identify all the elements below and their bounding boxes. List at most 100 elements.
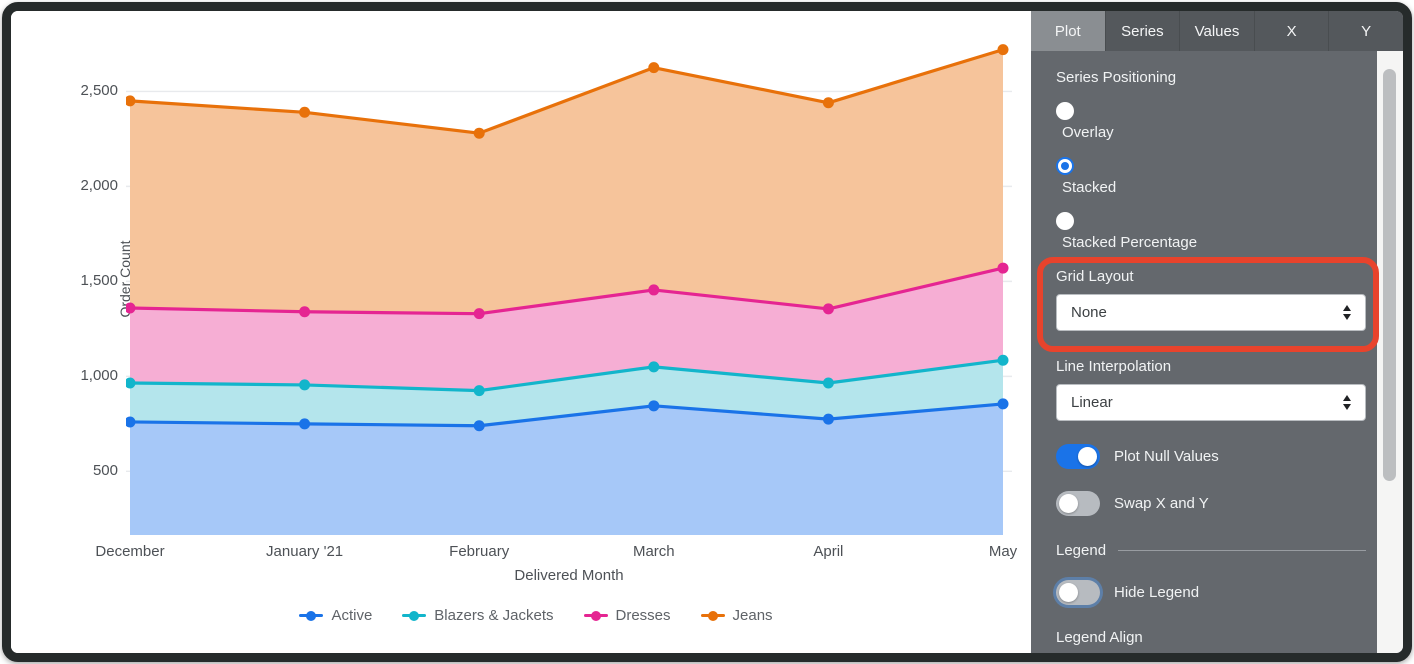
grid-layout-group: Grid Layout None (1037, 257, 1379, 352)
data-point (473, 308, 485, 320)
data-point (473, 127, 485, 139)
legend-marker-icon (583, 610, 608, 622)
data-point (997, 354, 1009, 366)
grid-layout-value: None (1071, 304, 1107, 321)
legend-section-title: Legend (1056, 542, 1107, 559)
data-point (126, 416, 136, 428)
swap-x-and-y-label: Swap X and Y (1114, 495, 1209, 512)
y-tick-label: 2,500 (80, 82, 118, 100)
legend-item-label: Blazers & Jackets (434, 607, 554, 624)
area-band-jeans (130, 49, 1003, 314)
x-tick-label: May (988, 543, 1018, 560)
data-point (997, 398, 1009, 410)
data-point (299, 106, 311, 118)
series-line-active (128, 402, 1005, 428)
data-point (822, 303, 834, 315)
data-point (648, 284, 660, 296)
tab-series[interactable]: Series (1104, 11, 1180, 51)
y-tick-label: 1,500 (80, 272, 118, 290)
radio-option-stacked[interactable]: Stacked (1056, 157, 1366, 196)
legend-align-label: Legend Align (1056, 629, 1143, 646)
chart-legend: Active Blazers & Jackets Dresses Jeans (51, 607, 1021, 624)
y-tick-label: 1,000 (80, 367, 118, 385)
data-point (648, 62, 660, 74)
legend-item-active[interactable]: Active (299, 607, 372, 624)
panel-scrollbar-thumb[interactable] (1383, 69, 1396, 481)
section-divider (1118, 550, 1366, 551)
data-point (126, 95, 136, 107)
radio-option-stacked-percentage[interactable]: Stacked Percentage (1056, 212, 1366, 251)
radio-unselected-icon[interactable] (1056, 212, 1074, 230)
hide-legend-label: Hide Legend (1114, 584, 1200, 601)
x-tick-label: March (632, 543, 675, 560)
series-positioning-label: Series Positioning (1056, 69, 1177, 86)
radio-selected-icon[interactable] (1056, 157, 1074, 175)
legend-item-jeans[interactable]: Jeans (700, 607, 773, 624)
plot-null-values-row: Plot Null Values (1056, 444, 1366, 469)
series-line-dresses (128, 266, 1005, 316)
hide-legend-row: Hide Legend (1056, 580, 1366, 605)
updown-arrows-icon (1343, 395, 1351, 410)
data-point (997, 44, 1009, 56)
data-point (648, 400, 660, 412)
legend-item-label: Jeans (732, 607, 773, 624)
radio-option-overlay[interactable]: Overlay (1056, 102, 1366, 141)
data-point (473, 385, 485, 397)
data-point (822, 97, 834, 109)
line-interpolation-value: Linear (1071, 394, 1113, 411)
legend-section-header: Legend (1056, 542, 1366, 559)
config-panel: Plot Series Values X Y Series Positioning Ov… (1031, 11, 1403, 653)
plot-null-values-label: Plot Null Values (1114, 448, 1219, 465)
line-interpolation-label: Line Interpolation (1056, 358, 1172, 375)
swap-x-and-y-toggle[interactable] (1056, 491, 1100, 516)
panel-scrollbar-track[interactable] (1377, 51, 1403, 653)
legend-marker-icon (299, 610, 324, 622)
tab-x[interactable]: X (1253, 11, 1329, 51)
radio-option-label: Overlay (1062, 124, 1114, 141)
data-point (299, 306, 311, 318)
tab-y[interactable]: Y (1328, 11, 1403, 51)
x-tick-label: February (449, 543, 510, 560)
panel-body: Series Positioning Overlay Stacked Stacked… (1031, 51, 1379, 653)
panel-tabbar: Plot Series Values X Y (1031, 11, 1403, 51)
data-point (299, 379, 311, 391)
swap-x-y-row: Swap X and Y (1056, 491, 1366, 516)
line-interpolation-select[interactable]: Linear (1056, 384, 1366, 421)
legend-marker-icon (402, 610, 427, 622)
x-tick-label: December (95, 543, 165, 560)
area-band-blazers-jackets (130, 360, 1003, 426)
chart-area: Order Count 500 1,000 1,500 2,000 2,500 Dece… (11, 11, 1031, 653)
series-line-jeans (128, 47, 1005, 135)
data-point (473, 420, 485, 432)
x-tick-label: January '21 (266, 543, 344, 560)
data-point (648, 361, 660, 373)
radio-unselected-icon[interactable] (1056, 102, 1074, 120)
series-positioning-radio-group: Overlay Stacked Stacked Percentage (1056, 102, 1366, 251)
radio-option-label: Stacked (1062, 179, 1117, 196)
data-point (822, 377, 834, 389)
tab-plot[interactable]: Plot (1031, 11, 1105, 51)
stacked-area-chart (126, 44, 1012, 535)
legend-item-label: Active (331, 607, 373, 624)
tab-values[interactable]: Values (1179, 11, 1254, 51)
data-point (997, 262, 1009, 274)
legend-item-blazers-jackets[interactable]: Blazers & Jackets (402, 607, 554, 624)
hide-legend-toggle[interactable] (1056, 580, 1100, 605)
area-band-dresses (130, 268, 1003, 391)
plot-null-values-toggle[interactable] (1056, 444, 1100, 469)
data-point (299, 418, 311, 430)
legend-marker-icon (700, 610, 725, 622)
updown-arrows-icon (1343, 305, 1351, 320)
data-point (126, 377, 136, 389)
legend-item-label: Dresses (615, 607, 671, 624)
data-point (822, 413, 834, 425)
x-axis-title: Delivered Month (514, 567, 624, 584)
y-tick-label: 500 (92, 462, 118, 480)
y-tick-label: 2,000 (80, 177, 118, 195)
series-line-blazers-jackets (128, 358, 1005, 393)
area-band-active (130, 403, 1003, 535)
legend-item-dresses[interactable]: Dresses (583, 607, 671, 624)
grid-layout-select[interactable]: None (1056, 294, 1366, 331)
